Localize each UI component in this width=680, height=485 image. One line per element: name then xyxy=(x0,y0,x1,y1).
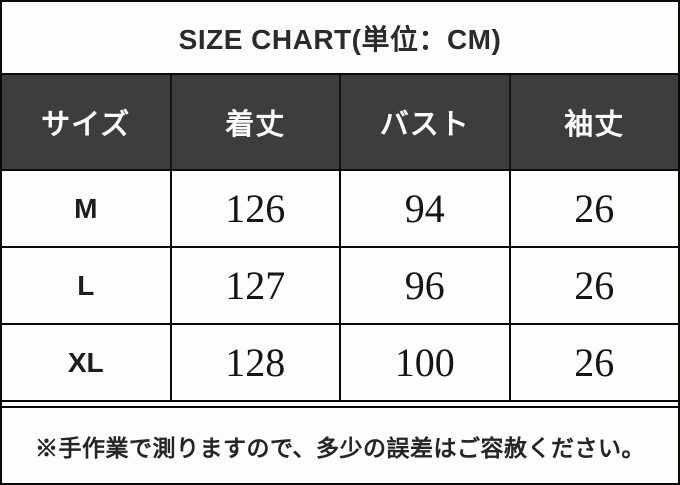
header-cell-length: 着丈 xyxy=(172,75,341,169)
table-row-l: L 127 96 26 xyxy=(2,248,678,325)
sleeve-value: 26 xyxy=(574,340,615,385)
footer-note-bar: ※手作業で測りますので、多少の誤差はご容赦ください。 xyxy=(2,406,678,483)
chart-title: SIZE CHART(単位：CM) xyxy=(178,23,502,55)
bust-value: 94 xyxy=(341,171,511,246)
footer-note: ※手作業で測りますので、多少の誤差はご容赦ください。 xyxy=(34,434,646,461)
table-header-row: サイズ 着丈 バスト 袖丈 xyxy=(2,75,678,171)
length-value: 127 xyxy=(172,248,341,323)
header-cell-size: サイズ xyxy=(2,75,172,169)
length-value: 128 xyxy=(172,325,341,400)
table-footer-gap xyxy=(2,402,678,406)
table-row-xl: XL 128 100 26 xyxy=(2,325,678,402)
table-row-m: M 126 94 26 xyxy=(2,171,678,248)
length-value: 126 xyxy=(172,171,341,246)
size-label: L xyxy=(2,248,172,323)
header-cell-bust: バスト xyxy=(341,75,511,169)
size-label: M xyxy=(2,171,172,246)
sleeve-value: 26 xyxy=(574,186,615,231)
size-label: XL xyxy=(2,325,172,400)
header-cell-sleeve: 袖丈 xyxy=(564,109,625,141)
bust-value: 100 xyxy=(341,325,511,400)
bust-value: 96 xyxy=(341,248,511,323)
chart-title-bar: SIZE CHART(単位：CM) xyxy=(2,2,678,75)
sleeve-value: 26 xyxy=(574,263,615,308)
